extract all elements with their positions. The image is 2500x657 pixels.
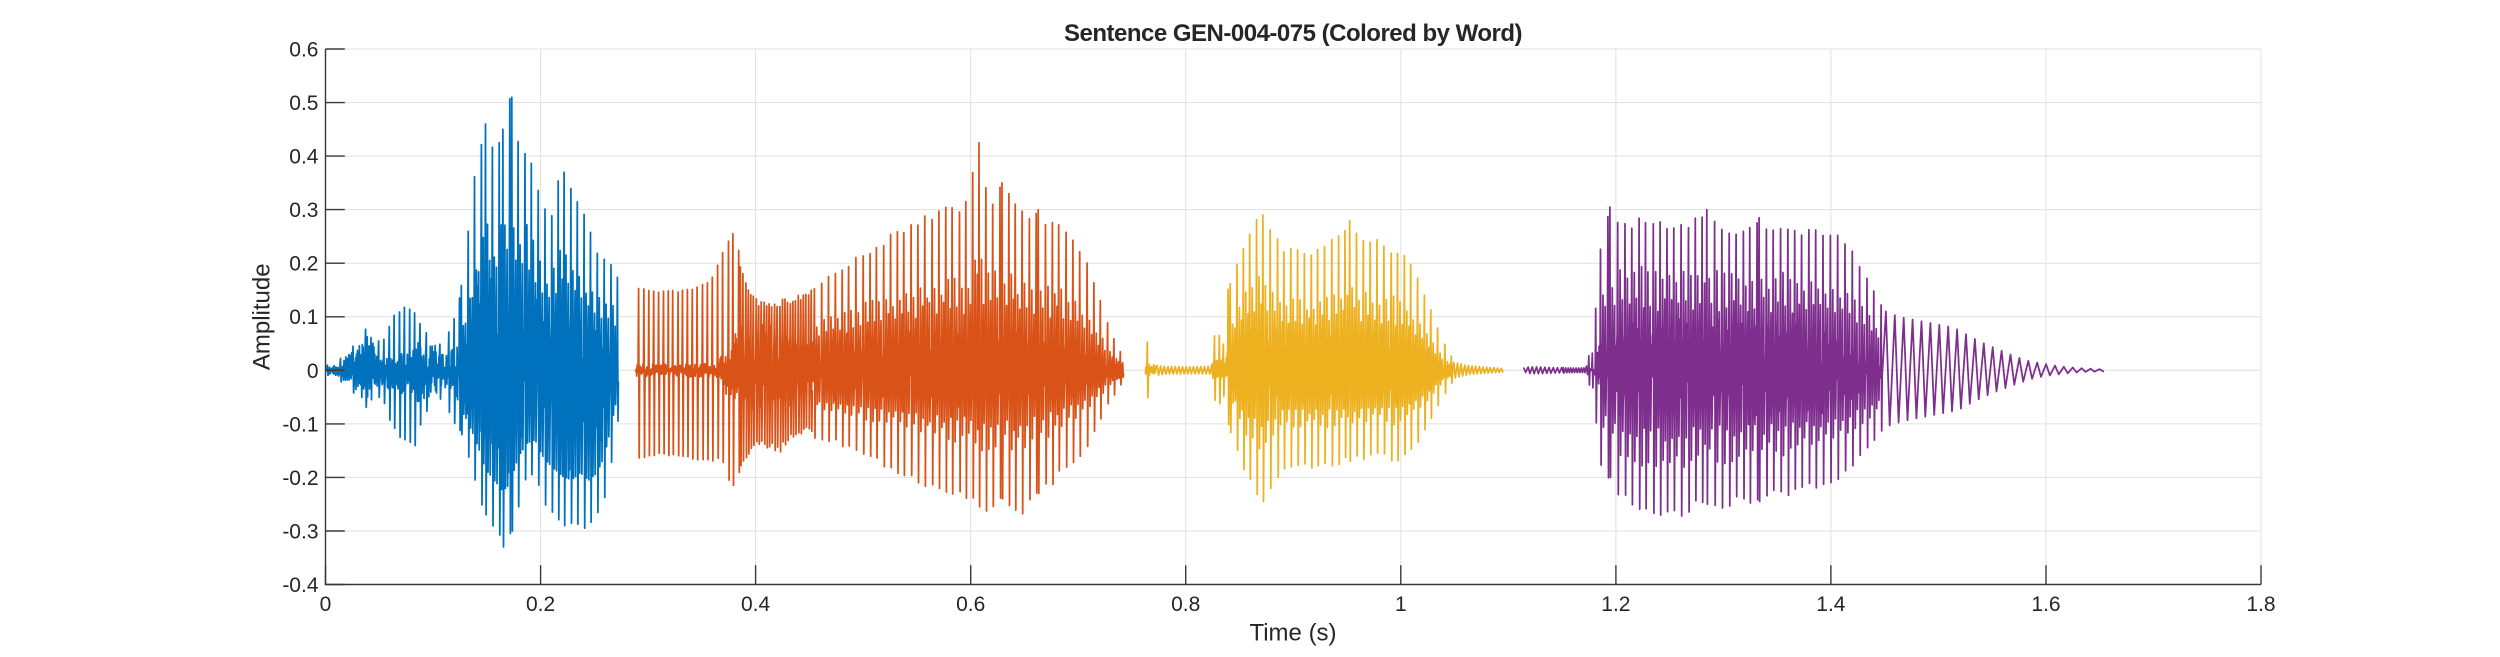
svg-text:0: 0 [320, 593, 332, 616]
svg-text:Sentence GEN-004-075 (Colored: Sentence GEN-004-075 (Colored by Word) [1064, 20, 1522, 47]
svg-text:-0.1: -0.1 [282, 413, 318, 436]
svg-text:1.2: 1.2 [1601, 593, 1630, 616]
svg-text:0.4: 0.4 [741, 593, 771, 616]
svg-text:-0.3: -0.3 [282, 521, 318, 544]
svg-text:1.4: 1.4 [1816, 593, 1846, 616]
svg-text:0.2: 0.2 [526, 593, 555, 616]
svg-text:-0.2: -0.2 [282, 467, 318, 490]
svg-text:0.1: 0.1 [289, 306, 318, 329]
svg-text:1: 1 [1395, 593, 1407, 616]
svg-text:-0.4: -0.4 [282, 574, 319, 597]
svg-text:0.4: 0.4 [289, 146, 319, 169]
svg-text:1.8: 1.8 [2246, 593, 2275, 616]
svg-text:0.5: 0.5 [289, 92, 318, 115]
svg-text:Amplitude: Amplitude [249, 263, 276, 370]
svg-text:0.8: 0.8 [1171, 593, 1200, 616]
svg-text:0.6: 0.6 [956, 593, 985, 616]
svg-text:0.2: 0.2 [289, 253, 318, 276]
svg-text:0.6: 0.6 [289, 39, 318, 62]
svg-text:0.3: 0.3 [289, 199, 318, 222]
svg-text:0: 0 [307, 360, 319, 383]
svg-text:Time (s): Time (s) [1249, 620, 1336, 647]
svg-text:1.6: 1.6 [2031, 593, 2060, 616]
